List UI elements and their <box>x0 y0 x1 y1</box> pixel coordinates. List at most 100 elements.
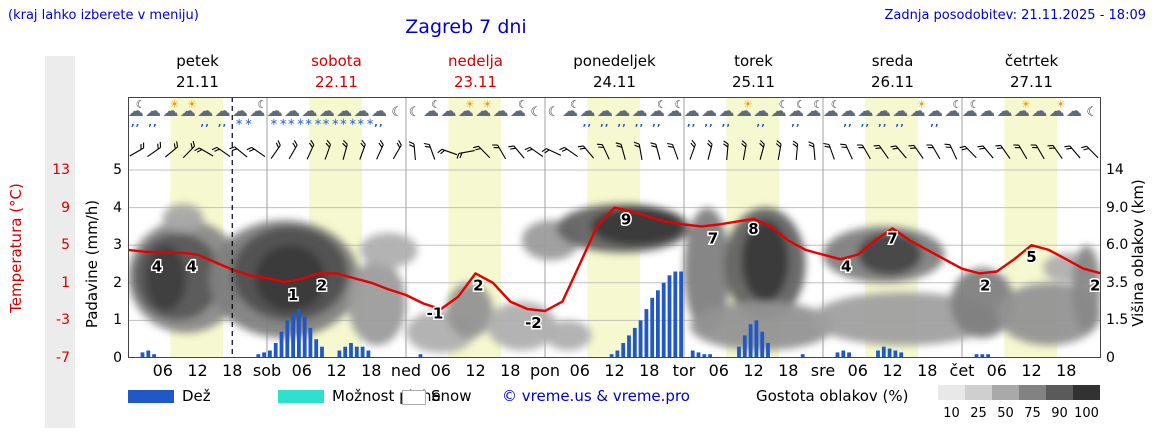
wind-barb <box>211 146 231 158</box>
weather-icon: ☾ ☁ <box>944 99 962 134</box>
time-tick-label: 18 <box>361 361 382 380</box>
cloud-icon: ☁ <box>596 101 613 120</box>
rain-drops-icon: ‚‚ <box>200 118 210 129</box>
density-tick-label: 75 <box>1024 406 1041 421</box>
meteogram-chart: 4 4 1 2 -1 2 -2 9 7 8 4 7 2 5 2 ☾ ☁ ‚‚ ☁ ‚‚ ☀ ☁ ☀ ☁ ☁ ‚‚ ☁ ‚‚ ☁ ∗∗ ☾ ☁… <box>128 97 1101 358</box>
moon-icon: ☾ <box>674 98 685 111</box>
density-swatch <box>1073 385 1100 400</box>
weather-icon: ☾ ☁ <box>423 99 441 134</box>
time-tick-label: tor <box>672 361 696 380</box>
temperature-tick: -7 <box>56 350 70 366</box>
time-tick-label: 18 <box>917 361 938 380</box>
density-tick-label: 90 <box>1051 406 1068 421</box>
rain-drops-icon: ‚‚ <box>148 118 158 129</box>
cloud-icon: ☁ <box>787 101 804 120</box>
moon-icon: ☾ <box>969 98 980 111</box>
wind-barb <box>1081 145 1099 159</box>
density-swatch <box>992 385 1019 400</box>
density-tick-label: 10 <box>943 406 960 421</box>
wind-barb <box>1013 144 1028 160</box>
meteogram-plot: 4 4 1 2 -1 2 -2 9 7 8 4 7 2 5 2 <box>128 97 1101 358</box>
weather-icon: ☀ ☁ <box>162 99 180 134</box>
cloud-icon: ☁ <box>457 101 474 120</box>
svg-text:4: 4 <box>186 258 196 276</box>
wind-barb <box>995 144 1011 159</box>
cloud-density-scale <box>938 385 1100 400</box>
moon-icon: ☾ <box>408 105 421 120</box>
weather-icon: ☾ ☁ <box>510 99 528 134</box>
precip-tick: 0 <box>113 350 122 366</box>
density-swatch <box>938 385 965 400</box>
cloud-icon: ☁ <box>353 101 370 120</box>
temperature-axis-label: Temperatura (°C) <box>7 183 25 313</box>
cloud-icon: ☁ <box>301 101 318 120</box>
svg-text:-1: -1 <box>427 305 444 323</box>
wind-barb <box>926 144 941 160</box>
time-tick-label: 06 <box>569 361 590 380</box>
rain-drops-icon: ‚‚ <box>582 118 593 129</box>
snowflakes-icon: ∗∗ <box>356 117 376 128</box>
wind-barb <box>473 145 491 159</box>
cloud-icon: ☁ <box>683 101 700 120</box>
weather-icon: ☁ ∗∗ <box>267 100 288 134</box>
wind-barb <box>775 140 782 160</box>
weather-icon: ☁ ‚‚ <box>857 100 875 134</box>
wind-barb <box>1064 145 1081 159</box>
weather-icon: ☁ ∗∗ <box>336 100 357 134</box>
precip-axis-label: Padavine (mm/h) <box>83 199 101 329</box>
weather-icon: ☀ ☁ <box>457 98 476 134</box>
cloud-icon: ☁ <box>926 101 943 120</box>
wind-barb <box>823 142 835 160</box>
time-tick-label: 18 <box>500 361 521 380</box>
density-tick-label: 100 <box>1074 406 1099 421</box>
weather-icon: ☁ ‚‚ <box>927 100 945 134</box>
time-tick-label: pon <box>529 361 561 380</box>
day-name: sobota <box>311 52 362 70</box>
day-name: četrtek <box>1004 52 1059 70</box>
cloud-icon: ☁ <box>614 101 631 120</box>
cloud-height-tick: 14 <box>1106 162 1124 178</box>
time-tick-label: 18 <box>778 361 799 380</box>
weather-icon: ☾ ☁ <box>962 98 980 134</box>
time-tick-label: 06 <box>291 361 312 380</box>
wind-barb <box>229 146 248 158</box>
left-axis-strip <box>45 56 75 428</box>
wind-barb <box>596 143 610 160</box>
weather-icon: ☾ <box>545 100 563 134</box>
svg-text:4: 4 <box>152 258 162 276</box>
weather-icon: ☁ ‚‚ <box>840 100 858 134</box>
cloud-icon: ☁ <box>857 101 874 120</box>
cloud-icon: ☁ <box>631 101 648 120</box>
cloud-icon: ☁ <box>370 101 387 120</box>
wind-barb <box>633 141 643 160</box>
temperature-tick: 9 <box>61 199 70 216</box>
wind-barb <box>689 139 696 160</box>
weather-icon: ☾ <box>1083 100 1101 134</box>
time-tick-label: 12 <box>1021 361 1042 380</box>
time-tick-label: 12 <box>326 361 347 380</box>
moon-icon: ☾ <box>547 105 560 120</box>
moon-icon: ☾ <box>656 98 667 111</box>
wind-barb <box>288 140 298 160</box>
time-tick-label: 06 <box>847 361 868 380</box>
wind-barb <box>741 140 747 160</box>
cloud-icon: ☁ <box>249 101 266 120</box>
rain-drops-icon: ‚‚ <box>373 118 384 129</box>
wind-barb <box>856 144 871 160</box>
wind-barb <box>873 144 889 159</box>
precip-tick: 2 <box>113 274 122 291</box>
day-date: 27.11 <box>1010 73 1053 91</box>
weather-icon: ☁ ∗∗ <box>232 100 253 134</box>
sun-icon: ☀ <box>464 98 475 111</box>
weather-icon: ☁ <box>996 100 1014 134</box>
precip-bars <box>140 271 990 358</box>
weather-icon: ☾ <box>388 100 406 134</box>
rain-drops-icon: ‚‚ <box>130 118 141 129</box>
weather-icon: ☾ <box>527 100 545 134</box>
cloud-icon: ☁ <box>909 101 926 120</box>
weather-icon: ☾ ☁ <box>249 99 267 134</box>
density-swatch <box>1046 385 1073 400</box>
svg-text:7: 7 <box>708 229 718 247</box>
cloud-icon: ☁ <box>701 101 718 120</box>
weather-icon: ☾ <box>406 100 424 134</box>
